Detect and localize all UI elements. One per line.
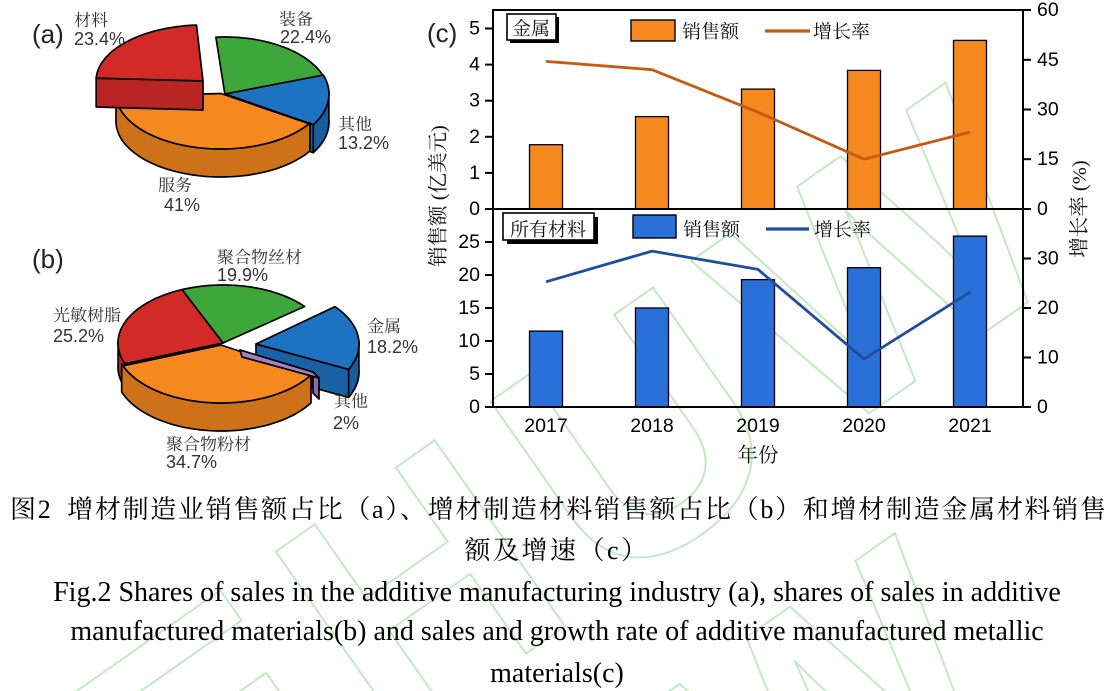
svg-text:聚合物丝材: 聚合物丝材: [217, 243, 302, 268]
svg-text:年份: 年份: [738, 438, 779, 468]
svg-text:服务: 服务: [158, 171, 192, 196]
svg-text:(a): (a): [32, 19, 64, 49]
svg-text:15: 15: [1037, 148, 1059, 170]
svg-text:光敏树脂: 光敏树脂: [53, 301, 121, 326]
svg-text:增长率 (%): 增长率 (%): [1062, 160, 1092, 257]
svg-text:3: 3: [469, 90, 480, 112]
svg-text:60: 60: [1037, 0, 1059, 21]
svg-text:20: 20: [458, 264, 480, 286]
svg-text:增长率: 增长率: [814, 215, 871, 242]
svg-text:金属: 金属: [367, 312, 401, 337]
svg-text:增长率: 增长率: [813, 17, 870, 44]
svg-text:0: 0: [1037, 198, 1048, 220]
svg-text:5: 5: [469, 18, 480, 40]
svg-text:20: 20: [1037, 297, 1059, 319]
svg-text:2020: 2020: [842, 415, 886, 437]
svg-text:25: 25: [458, 231, 480, 253]
svg-text:1: 1: [469, 162, 480, 184]
svg-text:2018: 2018: [630, 415, 673, 437]
svg-text:(c): (c): [427, 18, 457, 48]
svg-text:2019: 2019: [736, 415, 779, 437]
svg-text:销售额: 销售额: [682, 17, 739, 44]
svg-text:19.9%: 19.9%: [217, 265, 268, 285]
svg-text:22.4%: 22.4%: [280, 27, 331, 47]
svg-text:10: 10: [458, 330, 480, 352]
svg-text:4: 4: [469, 54, 480, 76]
svg-text:2017: 2017: [524, 415, 567, 437]
svg-text:销售额 (亿美元): 销售额 (亿美元): [421, 125, 451, 267]
svg-text:2021: 2021: [948, 415, 991, 437]
svg-text:23.4%: 23.4%: [74, 29, 125, 49]
svg-text:装备: 装备: [279, 5, 313, 30]
svg-text:(b): (b): [32, 244, 64, 274]
svg-text:2: 2: [469, 126, 480, 148]
svg-text:30: 30: [1037, 99, 1059, 121]
svg-text:10: 10: [1037, 347, 1059, 369]
svg-text:45: 45: [1037, 49, 1059, 71]
svg-text:15: 15: [458, 297, 480, 319]
svg-text:41%: 41%: [164, 195, 200, 215]
svg-text:2%: 2%: [333, 413, 359, 433]
svg-text:0: 0: [1037, 396, 1048, 418]
svg-text:34.7%: 34.7%: [166, 452, 217, 472]
svg-text:金属: 金属: [512, 14, 550, 41]
svg-text:0: 0: [469, 198, 480, 220]
svg-text:材料: 材料: [74, 6, 108, 31]
svg-text:30: 30: [1037, 248, 1059, 270]
svg-text:0: 0: [469, 396, 480, 418]
svg-text:销售额: 销售额: [683, 215, 740, 242]
svg-text:所有材料: 所有材料: [510, 215, 586, 242]
svg-text:5: 5: [469, 363, 480, 385]
svg-text:其他: 其他: [334, 387, 368, 412]
svg-text:25.2%: 25.2%: [53, 326, 104, 346]
svg-text:其他: 其他: [338, 110, 372, 135]
svg-text:18.2%: 18.2%: [367, 337, 418, 357]
svg-text:聚合物粉材: 聚合物粉材: [166, 430, 251, 455]
svg-text:13.2%: 13.2%: [338, 133, 389, 153]
